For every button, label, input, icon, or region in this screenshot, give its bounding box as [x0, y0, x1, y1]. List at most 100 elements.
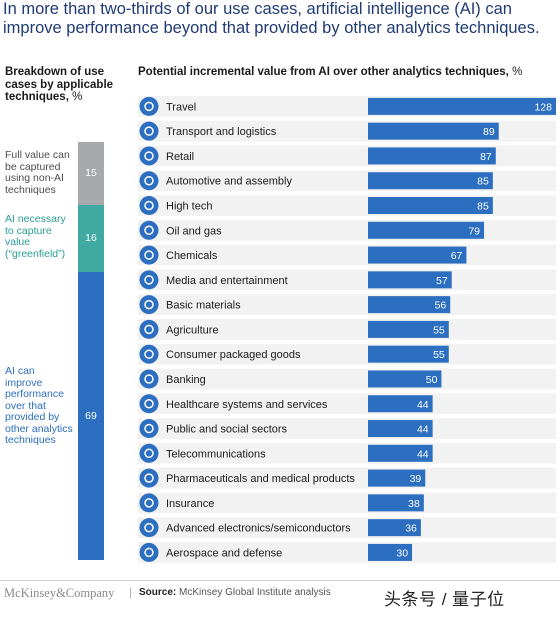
bar-row: Banking 50: [138, 368, 556, 390]
bar-value-label: 89: [483, 126, 495, 138]
category-label: Advanced electronics/semiconductors: [166, 523, 351, 535]
rocket-icon: [139, 542, 159, 562]
bar-row: Aerospace and defense 30: [138, 542, 556, 563]
chip-icon: [139, 518, 159, 538]
source-note: Source: McKinsey Global Institute analys…: [139, 587, 331, 598]
bar-value-label: 79: [468, 225, 480, 237]
icon-glyph: [144, 399, 154, 409]
left-panel-title-text: Breakdown of use cases by applicable tec…: [5, 66, 114, 103]
bar-chart: Travel 128 Transport and logistics 89 Retail…: [138, 96, 556, 563]
icon-glyph: [144, 498, 154, 508]
bar-row: Retail 87: [138, 145, 556, 167]
category-label: Insurance: [166, 498, 214, 510]
bar-value-label: 55: [433, 349, 445, 361]
stack-segment-greenfield: 16: [78, 204, 104, 272]
bar-row: Pharmaceuticals and medical products 39: [138, 467, 556, 489]
stack-value: 16: [85, 232, 97, 245]
bar: [368, 97, 556, 115]
bar-value-label: 85: [477, 176, 489, 188]
bar: [368, 271, 452, 289]
watermark: 头条号 / 量子位: [384, 590, 505, 609]
bar-value-label: 50: [426, 374, 438, 386]
icon-glyph: [144, 547, 154, 558]
bar-row: Insurance 38: [138, 492, 556, 514]
bar-value-label: 87: [480, 151, 492, 163]
bar-row: Telecommunications 44: [138, 442, 556, 464]
flask-icon: [139, 245, 159, 265]
bar: [368, 147, 496, 165]
row-background: [138, 542, 556, 563]
bar: [368, 444, 433, 462]
category-label: Public and social sectors: [166, 424, 288, 436]
bar-value-label: 55: [433, 324, 445, 336]
left-panel-unit: %: [72, 91, 83, 103]
icon-glyph: [144, 473, 154, 483]
icon-glyph: [144, 299, 154, 310]
category-label: Retail: [166, 151, 194, 163]
package-icon: [139, 344, 159, 364]
bar-value-label: 38: [408, 498, 420, 510]
stack-value: 69: [85, 409, 97, 422]
left-panel-title: Breakdown of use cases by applicable tec…: [5, 66, 115, 104]
category-label: Automotive and assembly: [166, 176, 292, 188]
bar: [368, 122, 499, 140]
row-background: [138, 343, 556, 365]
bar-row: Chemicals 67: [138, 244, 556, 266]
category-label: Media and entertainment: [166, 275, 288, 287]
icon-glyph: [144, 349, 154, 359]
chart-title-text: Potential incremental value from AI over…: [138, 66, 509, 78]
chart-unit: %: [512, 66, 523, 78]
cow-icon: [139, 319, 159, 339]
bar: [368, 395, 433, 413]
row-background: [138, 319, 556, 340]
bar: [368, 370, 442, 388]
bar-row: Healthcare systems and services 44: [138, 393, 556, 415]
bar-row: Oil and gas 79: [138, 219, 556, 241]
bar: [368, 172, 493, 190]
bar-row: High tech 85: [138, 195, 556, 216]
stack-value: 15: [85, 167, 97, 180]
medical-icon: [139, 394, 159, 414]
row-background: [138, 368, 556, 390]
footer-separator: |: [129, 585, 133, 599]
icon-glyph: [144, 225, 154, 236]
icon-glyph: [144, 126, 154, 136]
bar-value-label: 44: [417, 399, 429, 411]
bar-value-label: 128: [534, 101, 552, 113]
bank-icon: [139, 369, 159, 389]
chart-title: Potential incremental value from AI over…: [138, 66, 558, 79]
bar-value-label: 39: [410, 473, 422, 485]
icon-glyph: [144, 522, 154, 533]
truck-icon: [139, 121, 159, 141]
film-icon: [139, 270, 159, 290]
bar-value-label: 56: [435, 300, 447, 312]
bar-row: Advanced electronics/semiconductors 36: [138, 517, 556, 539]
bar-row: Public and social sectors 44: [138, 418, 556, 439]
oil-rig-icon: [139, 220, 159, 240]
footer-divider: [0, 580, 560, 581]
source-label: Source:: [139, 587, 177, 598]
bar-row: Consumer packaged goods 55: [138, 343, 556, 365]
category-label: High tech: [166, 201, 212, 213]
bar: [368, 197, 493, 215]
bar-row: Agriculture 55: [138, 319, 556, 340]
stack-segment-non-ai: 15: [78, 142, 104, 205]
icon-glyph: [144, 324, 154, 335]
bar-value-label: 44: [417, 424, 429, 436]
row-background: [138, 492, 556, 514]
row-background: [138, 442, 556, 464]
icon-glyph: [144, 448, 154, 459]
row-background: [138, 294, 556, 316]
icon-glyph: [144, 151, 154, 161]
row-background: [138, 393, 556, 415]
row-background: [138, 517, 556, 539]
bar: [368, 246, 467, 264]
row-background: [138, 418, 556, 439]
bar-value-label: 85: [477, 201, 489, 213]
category-label: Pharmaceuticals and medical products: [166, 473, 355, 485]
robot-arm-icon: [139, 196, 159, 216]
icon-glyph: [144, 175, 154, 186]
icon-glyph: [144, 200, 154, 211]
icon-glyph: [144, 250, 154, 260]
category-label: Consumer packaged goods: [166, 349, 301, 361]
